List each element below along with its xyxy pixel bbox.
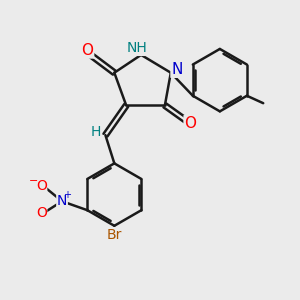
Text: Br: Br <box>106 228 122 242</box>
Text: −: − <box>28 176 38 186</box>
Text: N: N <box>57 194 67 208</box>
Text: N: N <box>171 62 182 77</box>
Text: +: + <box>63 190 71 200</box>
Text: O: O <box>36 206 47 220</box>
Text: O: O <box>82 43 94 58</box>
Text: O: O <box>184 116 196 131</box>
Text: O: O <box>36 179 47 194</box>
Text: NH: NH <box>126 41 147 56</box>
Text: H: H <box>91 125 101 139</box>
